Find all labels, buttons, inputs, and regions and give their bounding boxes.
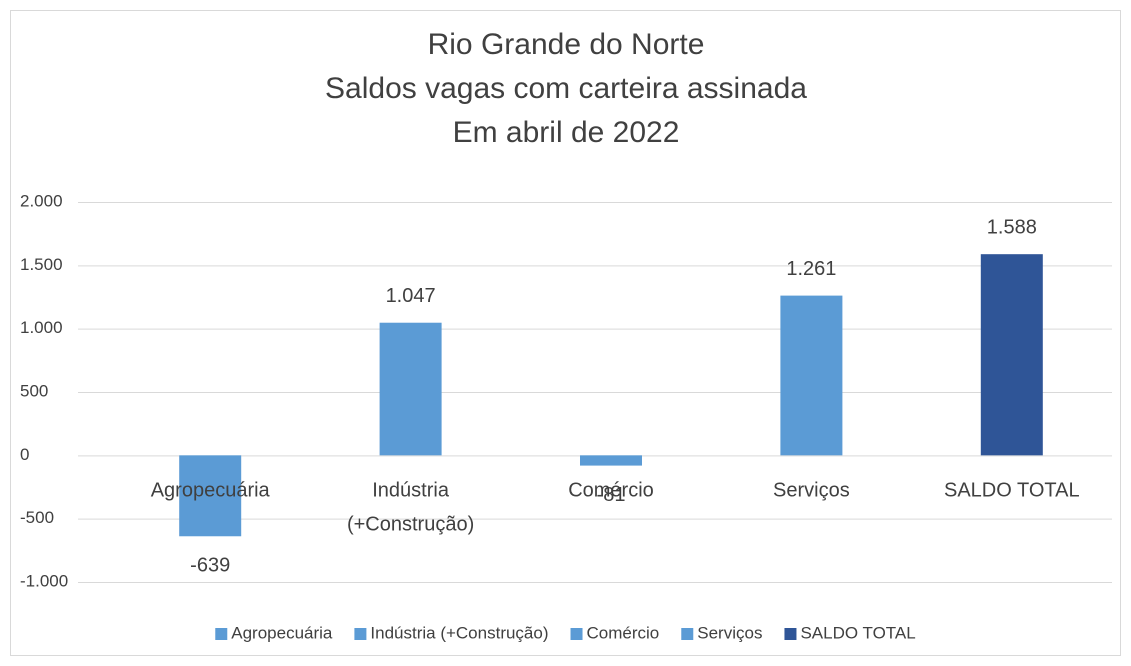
bar (780, 295, 843, 456)
legend-label: Comércio (587, 623, 660, 642)
x-tick-label-line: Indústria (372, 480, 450, 502)
bar (179, 455, 242, 537)
bar (379, 322, 442, 456)
y-tick-label: -1.000 (20, 571, 68, 590)
bar (980, 254, 1043, 456)
y-tick-label: 1.000 (20, 318, 63, 337)
y-tick-label: 1.500 (20, 255, 63, 274)
legend-label: Serviços (697, 623, 762, 642)
data-label: -639 (190, 555, 230, 577)
x-tick-label: Indústria (+Construção) (347, 480, 474, 536)
legend-swatch (215, 628, 228, 640)
chart-title: Em abril de 2022 (453, 116, 680, 149)
legend-label: SALDO TOTAL (800, 623, 915, 642)
chart-frame (10, 10, 1121, 656)
legend-label: Agropecuária (231, 623, 333, 642)
x-tick-label: Serviços (773, 480, 850, 502)
legend-swatch (681, 628, 694, 640)
legend-swatch (784, 628, 797, 640)
x-tick-label: Comércio (568, 480, 654, 502)
data-label: 1.047 (386, 285, 436, 307)
y-tick-label: -500 (20, 508, 54, 527)
y-tick-label: 0 (20, 445, 29, 464)
y-tick-label: 2.000 (20, 191, 63, 210)
x-tick-label: Agropecuária (151, 480, 271, 502)
x-tick-label: SALDO TOTAL (944, 480, 1080, 502)
data-label: 1.588 (987, 216, 1037, 238)
legend-label: Indústria (+Construção) (370, 623, 548, 642)
legend-swatch (570, 628, 583, 640)
data-label: -81 (597, 484, 626, 506)
data-label: 1.261 (786, 258, 836, 280)
x-tick-label-line: (+Construção) (347, 514, 474, 536)
legend-swatch (354, 628, 367, 640)
chart-title: Rio Grande do Norte (428, 28, 705, 61)
chart-title: Saldos vagas com carteira assinada (325, 72, 807, 105)
y-tick-label: 500 (20, 381, 48, 400)
bar (580, 455, 642, 466)
